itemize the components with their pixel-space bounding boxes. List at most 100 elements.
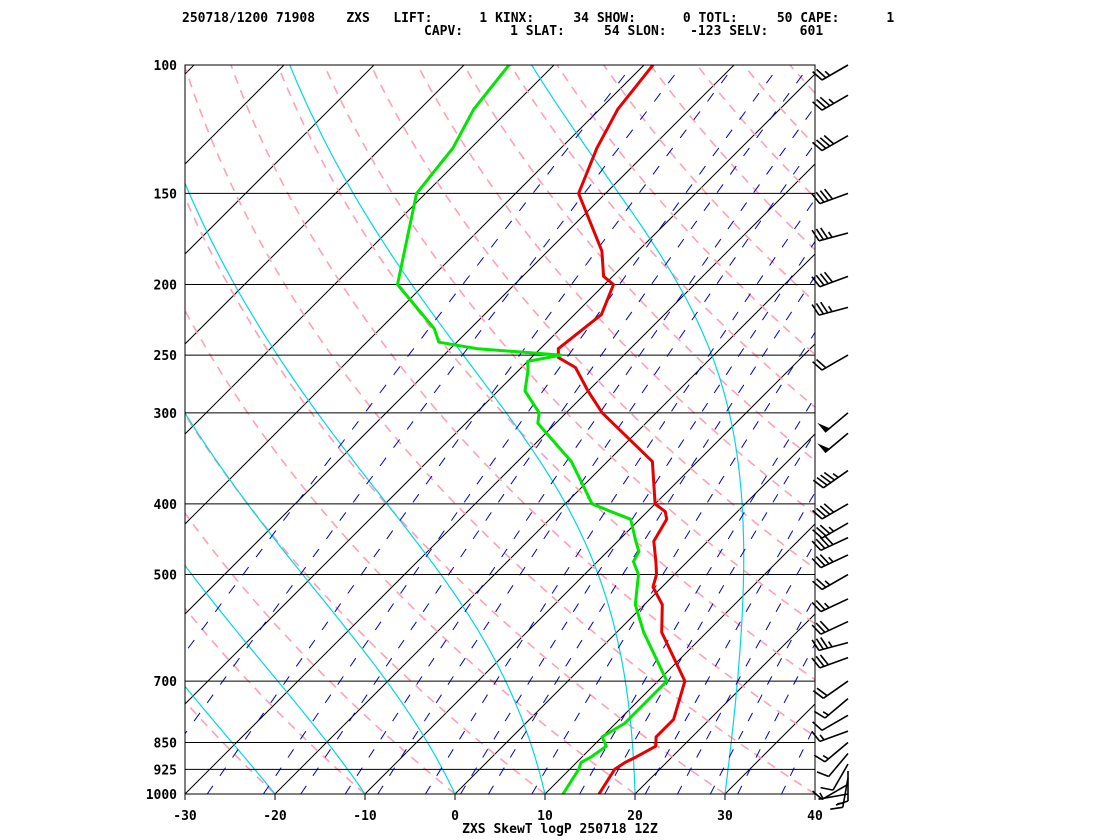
mixing-ratio-dash: [244, 730, 252, 740]
mixing-ratio-dash: [761, 311, 769, 321]
mixing-ratio-dash: [404, 694, 411, 704]
wind-barb: [812, 522, 849, 539]
mixing-ratio-dash: [679, 129, 687, 139]
mixing-ratio-dash: [644, 530, 651, 540]
wind-barb: [812, 783, 849, 801]
mixing-ratio-dash: [344, 785, 351, 794]
wind-barb: [811, 534, 849, 552]
wind-barb-feather: [815, 274, 825, 286]
mixing-ratio-dash: [561, 621, 568, 631]
mixing-ratio-dash: [859, 203, 865, 211]
mixing-ratio-dash: [619, 275, 627, 284]
wind-barb-feather: [819, 190, 829, 202]
mixing-ratio-dash: [1028, 257, 1033, 265]
wind-barb-feather: [812, 141, 823, 152]
mixing-ratio-dash: [769, 257, 776, 266]
mixing-ratio-dash: [986, 203, 991, 211]
mixing-ratio-dash: [766, 676, 773, 685]
mixing-ratio-dash: [575, 439, 582, 448]
mixing-ratio-dash: [1080, 93, 1085, 101]
wind-barb-half-feather: [819, 792, 824, 799]
mixing-ratio-dash: [765, 621, 771, 631]
mixing-ratio-dash: [934, 330, 939, 338]
isotherm-line: [185, 65, 555, 435]
mixing-ratio-dash: [555, 512, 562, 521]
mixing-ratio-dash: [712, 147, 720, 157]
mixing-ratio-dash: [706, 493, 713, 503]
mixing-ratio-dash: [392, 712, 399, 722]
mixing-ratio-dash: [880, 421, 885, 429]
mixing-ratio-dash: [870, 440, 875, 448]
wind-barb-feather: [816, 476, 828, 486]
mixing-ratio-dash: [913, 367, 918, 375]
mixing-ratio-dash: [641, 384, 649, 394]
mixing-ratio-dash: [898, 112, 904, 120]
mixing-ratio-dash: [872, 531, 877, 539]
wind-barb: [811, 620, 849, 635]
wind-barb-feather: [835, 800, 849, 806]
mixing-ratio-dash: [626, 129, 634, 139]
temperature-tick-label: -20: [263, 809, 287, 824]
mixing-ratio-dash: [338, 439, 345, 449]
mixing-ratio-dash: [531, 329, 539, 339]
wind-barb-staff: [821, 503, 849, 520]
temperature-tick-label: 20: [627, 809, 643, 824]
mixing-ratio-dash: [519, 566, 526, 576]
mixing-ratio-dash: [531, 548, 538, 558]
wind-barb-pennant: [817, 443, 830, 453]
mixing-ratio-dash: [888, 458, 893, 466]
mixing-ratio-dash: [859, 458, 864, 466]
mixing-ratio-dash: [980, 130, 985, 138]
mixing-ratio-dash: [852, 330, 857, 338]
wind-barb-staff: [820, 598, 849, 613]
mixing-ratio-dash: [653, 366, 661, 376]
header-line-2: CAPV: 1 SLAT: 54 SLON: -123 SELV: 601: [424, 24, 823, 39]
mixing-ratio-dash: [921, 512, 925, 520]
mixing-ratio-dash: [645, 712, 651, 722]
mixing-ratio-dash: [883, 93, 889, 101]
mixing-ratio-dash: [930, 385, 935, 393]
mixing-ratio-dash: [551, 585, 558, 594]
mixing-ratio-dash: [840, 348, 845, 356]
mixing-ratio-dash: [433, 384, 441, 394]
mixing-ratio-dash: [515, 275, 523, 285]
mixing-ratio-dash: [822, 257, 827, 265]
wind-barb-feather: [811, 657, 821, 669]
mixing-ratio-dash: [483, 621, 490, 631]
dry-adiabat: [837, 65, 1120, 794]
mixing-ratio-dash: [324, 749, 331, 758]
mixing-ratio-dash: [974, 348, 979, 356]
mixing-ratio-dash: [361, 694, 368, 704]
dry-adiabat: [883, 65, 1120, 794]
mixing-ratio-dash: [325, 530, 333, 540]
mixing-ratio-dash: [895, 75, 901, 83]
mixing-ratio-dash: [664, 749, 670, 758]
mixing-ratio-dash: [422, 603, 430, 613]
mixing-ratio-dash: [435, 585, 442, 594]
mixing-ratio-dash: [764, 730, 770, 740]
mixing-ratio-dash: [702, 439, 709, 448]
mixing-ratio-dash: [1016, 239, 1021, 247]
mixing-ratio-dash: [1071, 184, 1076, 192]
mixing-ratio-dash: [776, 657, 783, 667]
mixing-ratio-dash: [729, 566, 735, 576]
mixing-ratio-dash: [912, 458, 917, 466]
mixing-ratio-dash: [729, 165, 737, 175]
mixing-ratio-dash: [898, 257, 903, 265]
mixing-ratio-dash: [595, 566, 603, 576]
mixing-ratio-dash: [847, 221, 853, 229]
mixing-ratio-dash: [471, 639, 478, 649]
mixing-ratio-dash: [666, 147, 674, 157]
wind-barb-staff: [819, 275, 849, 288]
mixing-ratio-dash: [738, 384, 745, 394]
mixing-ratio-dash: [706, 566, 712, 576]
mixing-ratio-dash: [387, 603, 395, 613]
mixing-ratio-dash: [1027, 221, 1032, 229]
mixing-ratio-dash: [787, 530, 794, 540]
wind-barb-feather: [815, 526, 827, 537]
mixing-ratio-dash: [834, 239, 840, 247]
mixing-ratio-dash: [678, 329, 686, 339]
wind-barb-feather: [813, 710, 826, 719]
dry-adiabat: [930, 65, 1120, 794]
mixing-ratio-dash: [1009, 166, 1014, 174]
